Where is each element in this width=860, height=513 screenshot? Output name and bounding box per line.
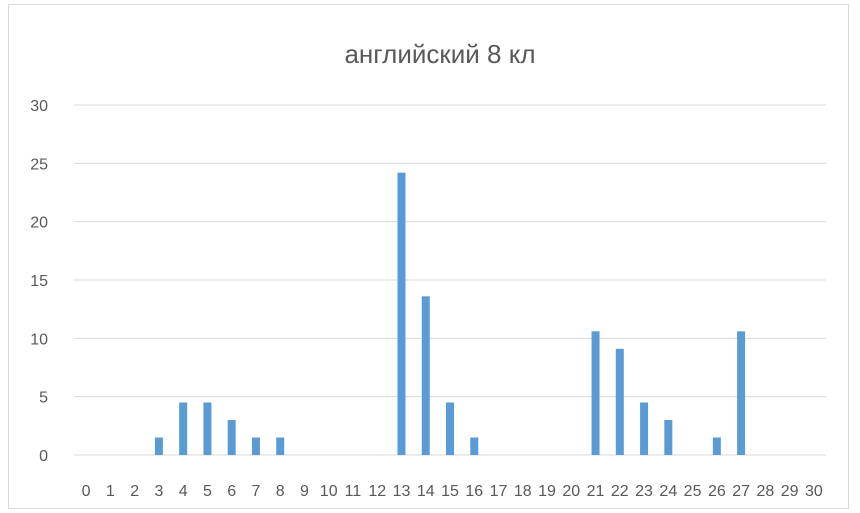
x-tick-label: 7 [251,483,260,500]
x-tick-label: 26 [708,483,726,500]
y-tick-label: 0 [39,448,48,465]
x-tick-label: 29 [781,483,799,500]
bar-27 [737,331,746,455]
x-tick-label: 11 [345,483,362,500]
bar-21 [591,331,600,455]
x-tick-label: 13 [393,483,411,500]
x-tick-label: 0 [82,483,91,500]
x-tick-label: 18 [514,483,532,500]
bar-4 [179,402,188,455]
x-tick-label: 9 [300,483,309,500]
x-tick-label: 4 [179,483,188,500]
x-tick-label: 3 [154,483,163,500]
bar-14 [421,296,430,455]
x-axis-ticks: 0 1 2 3 4 5 6 7 8 9 10 11 12 13 14 15 16 17 18 19 20 21 22 23 24… [82,483,823,500]
y-tick-label: 30 [30,98,48,115]
x-tick-label: 10 [320,483,338,500]
y-tick-label: 5 [39,390,48,407]
x-tick-label: 30 [805,483,823,500]
x-tick-label: 6 [227,483,236,500]
bar-22 [615,348,624,455]
bars [154,172,746,455]
chart-title: английский 8 кл [344,39,535,69]
y-tick-label: 15 [30,273,48,290]
x-tick-label: 28 [756,483,774,500]
x-tick-label: 16 [465,483,483,500]
x-tick-label: 23 [635,483,653,500]
bar-24 [664,420,673,455]
bar-5 [203,402,212,455]
x-tick-label: 2 [130,483,139,500]
x-tick-label: 20 [562,483,580,500]
x-tick-label: 12 [368,483,386,500]
bar-3 [154,437,163,455]
bar-8 [276,437,285,455]
gridlines [74,104,826,456]
y-tick-label: 10 [30,331,48,348]
bar-26 [712,437,721,455]
x-tick-label: 19 [538,483,556,500]
x-tick-label: 14 [417,483,435,500]
y-tick-label: 25 [30,156,48,173]
bar-6 [227,420,236,455]
x-tick-label: 1 [106,483,115,500]
x-tick-label: 27 [732,483,750,500]
bar-15 [446,402,454,455]
y-axis-ticks: 0 5 10 15 20 25 30 [30,98,48,465]
x-tick-label: 24 [659,483,677,500]
y-tick-label: 20 [30,215,48,232]
x-tick-label: 21 [587,483,605,500]
bar-13 [397,172,406,455]
bar-23 [640,402,649,455]
bar-7 [251,437,260,455]
x-tick-label: 25 [684,483,702,500]
x-tick-label: 15 [441,483,459,500]
x-tick-label: 8 [276,483,285,500]
x-tick-label: 5 [203,483,212,500]
bar-16 [470,437,479,455]
x-tick-label: 22 [611,483,629,500]
x-tick-label: 17 [490,483,508,500]
